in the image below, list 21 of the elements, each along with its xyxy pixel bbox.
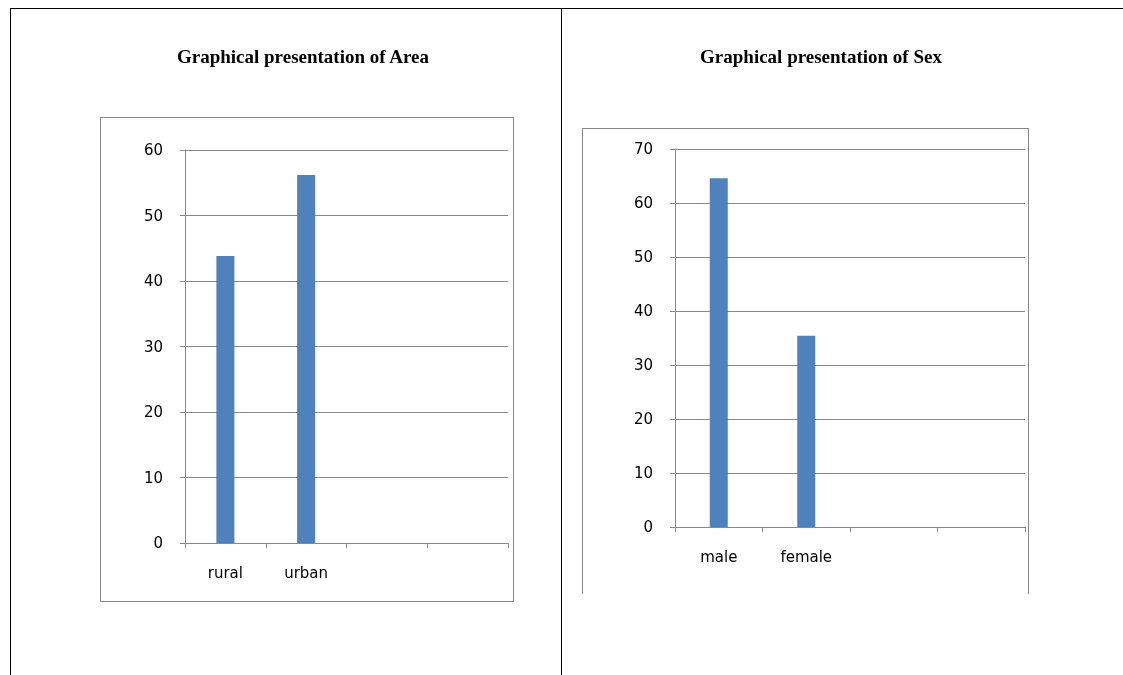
x-tick-label: rural bbox=[207, 563, 243, 582]
y-tick-label: 40 bbox=[633, 302, 653, 320]
y-tick-label: 10 bbox=[633, 464, 653, 482]
y-tick-label: 40 bbox=[143, 272, 163, 290]
y-tick-label: 70 bbox=[633, 140, 653, 158]
x-tick-label: female bbox=[780, 547, 833, 566]
y-tick-label: 0 bbox=[153, 534, 163, 552]
y-tick-label: 10 bbox=[143, 468, 163, 487]
y-tick-label: 60 bbox=[143, 141, 163, 159]
y-tick-label: 30 bbox=[143, 337, 163, 356]
y-tick-label: 60 bbox=[633, 194, 653, 212]
y-tick-label: 20 bbox=[633, 410, 653, 428]
chart-title: Graphical presentation of Sex bbox=[700, 46, 943, 67]
y-tick-label: 20 bbox=[143, 403, 163, 421]
y-tick-label: 50 bbox=[143, 206, 163, 225]
y-tick-label: 30 bbox=[633, 356, 653, 374]
chart-title: Graphical presentation of Area bbox=[176, 46, 430, 67]
y-tick-label: 0 bbox=[643, 518, 653, 536]
y-tick-label: 50 bbox=[633, 248, 653, 266]
x-tick-label: urban bbox=[284, 563, 329, 582]
x-tick-label: male bbox=[700, 547, 738, 566]
